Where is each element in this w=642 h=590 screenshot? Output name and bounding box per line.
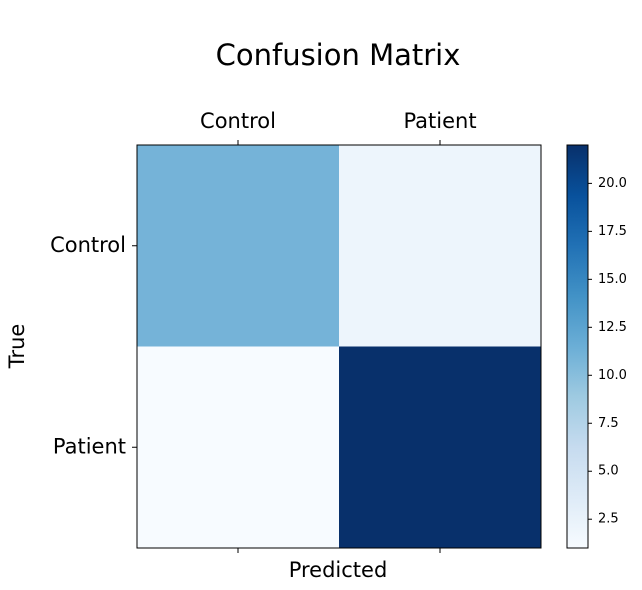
y-axis-label: True: [5, 324, 29, 370]
x-tick-label: Control: [200, 109, 276, 133]
colorbar-tick-label: 17.5: [598, 224, 627, 239]
plot-frame: [136, 144, 542, 549]
colorbar-tick-label: 20.0: [598, 176, 627, 191]
colorbar-tick-label: 5.0: [598, 464, 619, 479]
colorbar-tick-label: 2.5: [598, 512, 619, 527]
cell: [339, 145, 542, 347]
cell: [137, 145, 340, 347]
y-tick-label: Patient: [53, 434, 126, 458]
x-axis-label: Predicted: [289, 558, 388, 582]
colorbar-tick-label: 15.0: [598, 272, 627, 287]
chart-title: Confusion Matrix: [216, 38, 461, 72]
colorbar: [566, 144, 589, 549]
y-tick-label: Control: [50, 233, 126, 257]
cell: [137, 346, 340, 549]
x-tick-label: Patient: [403, 109, 476, 133]
colorbar-tick-label: 12.5: [598, 320, 627, 335]
cell: [339, 346, 542, 549]
colorbar-tick-label: 7.5: [598, 416, 619, 431]
colorbar-tick-label: 10.0: [598, 368, 627, 383]
